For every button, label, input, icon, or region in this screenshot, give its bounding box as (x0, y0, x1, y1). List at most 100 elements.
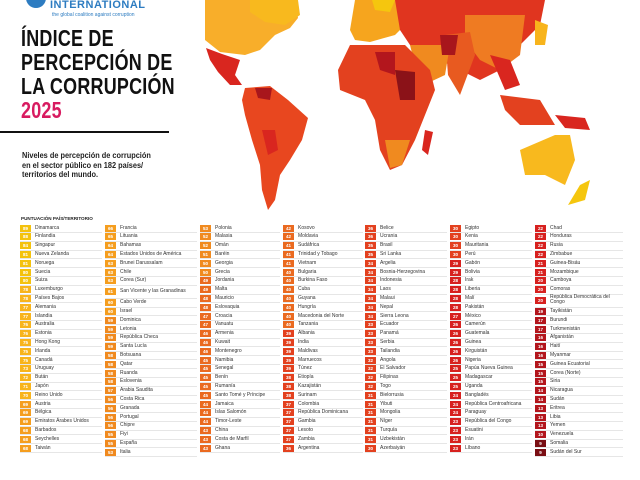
score-badge: 63 (105, 277, 116, 285)
table-row: 31 Turquía (365, 426, 447, 436)
table-row: 27 México (450, 312, 532, 321)
country-name: Cabo Verde (120, 299, 147, 306)
country-name: Kenia (465, 233, 478, 240)
score-badge: 64 (105, 250, 116, 258)
table-row: 24 Bangladés (450, 391, 532, 401)
score-badge: 34 (365, 294, 376, 302)
score-badge: 50 (200, 268, 211, 276)
country-name: Surinam (298, 391, 317, 398)
score-badge: 75 (20, 347, 31, 355)
table-row: 36 Belice (365, 224, 447, 233)
score-badge: 31 (365, 435, 376, 443)
score-badge: 44 (200, 409, 211, 417)
country-name: Botsuana (120, 351, 142, 358)
score-badge: 40 (283, 277, 294, 285)
table-row: 46 Montenegro (200, 347, 280, 357)
logo-tagline: the global coalition against corruption (52, 12, 135, 18)
score-badge: 80 (20, 268, 31, 276)
country-name: Siria (550, 378, 561, 385)
table-row: 13 Yemen (535, 422, 623, 431)
score-badge: 41 (283, 250, 294, 258)
score-badge: 43 (200, 426, 211, 434)
table-row: 34 Malaui (365, 294, 447, 304)
table-row: 37 Colombia (283, 400, 363, 409)
table-row: 47 Vanuatu (200, 321, 280, 330)
table-row: 58 Qatar (105, 360, 197, 370)
table-row: 20 Camboya (535, 277, 623, 286)
table-row: 22 Zimbabue (535, 250, 623, 260)
score-badge: 32 (365, 365, 376, 373)
score-badge: 40 (283, 312, 294, 320)
country-name: Gabón (465, 259, 481, 266)
country-name: Maldivas (298, 347, 318, 354)
table-row: 58 Botsuana (105, 351, 197, 361)
country-name: Marruecos (298, 356, 322, 363)
score-badge: 30 (450, 250, 461, 258)
country-name: Irán (465, 435, 474, 442)
country-name: Barbados (35, 426, 57, 433)
score-badge: 75 (20, 356, 31, 364)
logo-wordmark: INTERNATIONAL (50, 0, 146, 11)
table-row: 63 Corea (Sur) (105, 277, 197, 286)
table-row: 13 Eritrea (535, 404, 623, 414)
table-row: 48 Mauricio (200, 294, 280, 304)
table-row: 21 Mozambique (535, 268, 623, 277)
table-row: 89 Dinamarca (20, 224, 102, 233)
table-row: 13 Libia (535, 413, 623, 422)
country-name: Belice (380, 224, 394, 231)
table-row: 14 Sudán (535, 395, 623, 405)
table-row: 43 China (200, 426, 280, 436)
table-row: 34 Indonesia (365, 277, 447, 286)
table-row: 33 Tailandia (365, 347, 447, 357)
score-badge: 56 (105, 422, 116, 430)
score-badge: 32 (365, 382, 376, 390)
table-row: 69 Bélgica (20, 409, 102, 418)
country-name: Zambia (298, 435, 315, 442)
table-row: 17 Burundi (535, 316, 623, 326)
score-badge: 76 (20, 330, 31, 338)
table-row: 34 Bosnia-Herzegovina (365, 268, 447, 277)
country-name: Eslovenia (120, 378, 142, 385)
score-badge: 55 (105, 431, 116, 439)
score-badge: 77 (20, 303, 31, 311)
score-badge: 14 (535, 395, 546, 403)
score-badge: 34 (365, 312, 376, 320)
country-name: Arabia Saudita (120, 387, 153, 394)
table-row: 39 Albania (283, 330, 363, 339)
score-badge: 89 (20, 224, 31, 232)
table-row: 41 Vietnam (283, 259, 363, 269)
country-name: Tanzania (298, 321, 319, 328)
score-badge: 20 (535, 296, 546, 304)
score-badge: 36 (365, 233, 376, 241)
country-name: Mongolia (380, 409, 401, 416)
table-row: 84 Singapur (20, 242, 102, 251)
score-badge: 26 (450, 338, 461, 346)
country-name: Polonia (215, 224, 232, 231)
table-row: 21 Guinea-Bisáu (535, 259, 623, 269)
score-badge: 51 (200, 250, 211, 258)
table-row: 29 Gabón (450, 259, 532, 269)
score-badge: 63 (105, 259, 116, 267)
country-name: Liberia (465, 286, 481, 293)
country-name: Guinea Ecuatorial (550, 360, 590, 367)
country-name: Guatemala (465, 330, 490, 337)
table-row: 25 Uganda (450, 382, 532, 392)
table-row: 22 Chad (535, 224, 623, 233)
country-name: Pakistán (465, 303, 485, 310)
score-badge: 69 (20, 418, 31, 426)
score-badge: 36 (283, 444, 294, 452)
table-row: 34 Sierra Leona (365, 312, 447, 321)
score-badge: 43 (200, 444, 211, 452)
table-row: 26 Guatemala (450, 330, 532, 339)
country-name: México (465, 312, 481, 319)
table-row: 40 Macedonia del Norte (283, 312, 363, 321)
table-row: 71 Japón (20, 382, 102, 392)
score-badge: 46 (200, 338, 211, 346)
country-name: Bahamas (120, 242, 142, 249)
country-name: República Dominicana (298, 409, 349, 416)
score-badge: 50 (200, 259, 211, 267)
country-name: Vanuatu (215, 321, 234, 328)
score-badge: 49 (200, 277, 211, 285)
table-row: 52 Omán (200, 242, 280, 251)
country-name: Cuba (298, 286, 310, 293)
